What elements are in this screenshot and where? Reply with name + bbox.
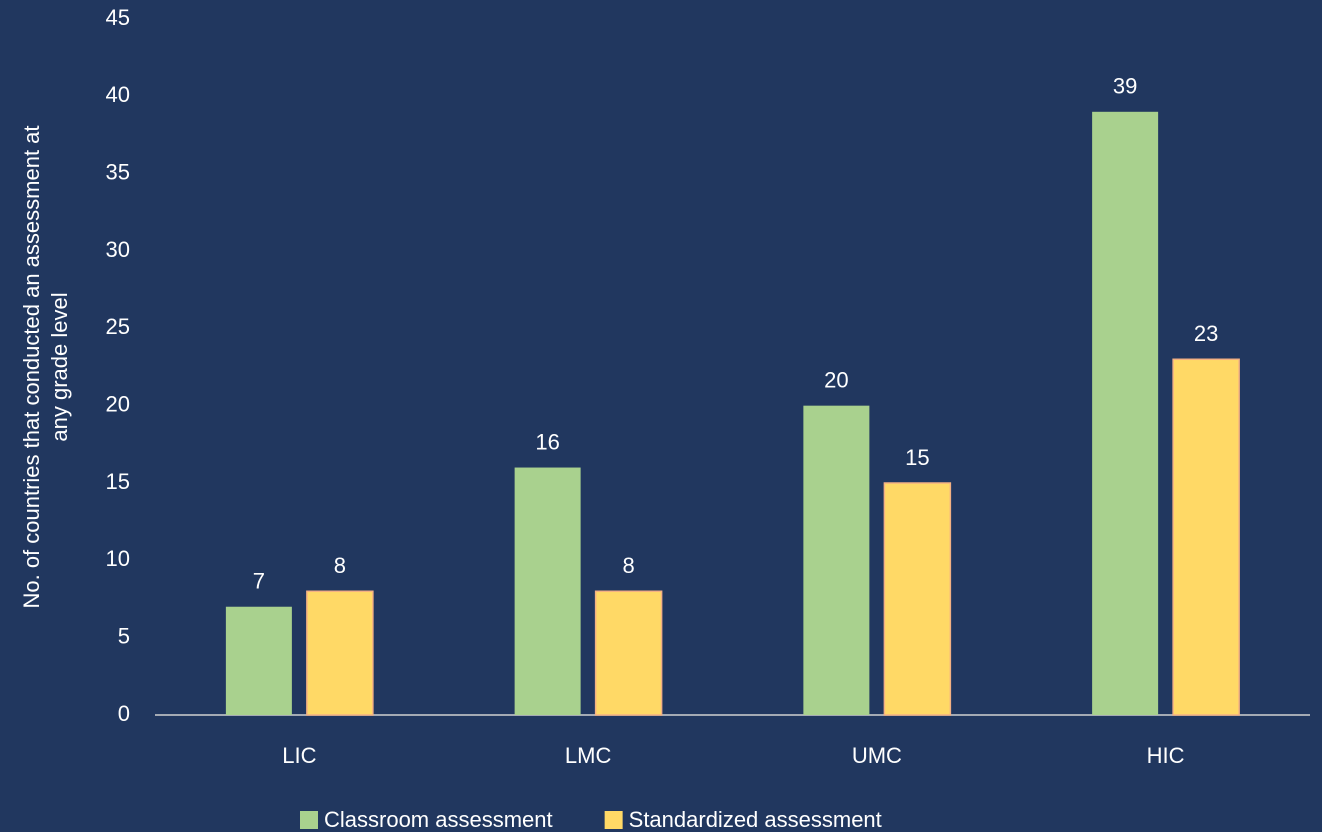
- legend-label: Standardized assessment: [629, 807, 882, 832]
- bar: [594, 590, 663, 716]
- y-axis-title-line: any grade level: [47, 292, 72, 441]
- legend-swatch: [604, 811, 623, 829]
- x-tick-label: LMC: [565, 743, 612, 768]
- bar: [514, 467, 581, 715]
- data-label: 15: [905, 445, 929, 470]
- y-tick-label: 20: [106, 391, 130, 416]
- y-tick-label: 30: [106, 237, 130, 262]
- bar: [803, 405, 870, 715]
- data-label: 23: [1194, 321, 1218, 346]
- y-tick-label: 0: [118, 701, 130, 726]
- x-tick-label: HIC: [1147, 743, 1185, 768]
- y-tick-label: 35: [106, 159, 130, 184]
- data-label: 39: [1113, 74, 1137, 99]
- x-tick-label: UMC: [852, 743, 902, 768]
- bar: [306, 590, 374, 716]
- y-axis-title: No. of countries that conducted an asses…: [19, 125, 72, 608]
- bar: [225, 606, 292, 715]
- legend-swatch: [300, 811, 318, 829]
- data-label: 7: [253, 569, 265, 594]
- bar: [1092, 111, 1159, 716]
- data-label: 20: [824, 367, 848, 392]
- y-tick-label: 25: [106, 314, 130, 339]
- x-tick-label: LIC: [282, 743, 316, 768]
- legend-label: Classroom assessment: [324, 807, 553, 832]
- y-tick-label: 10: [106, 546, 130, 571]
- bar: [883, 482, 952, 716]
- bar: [1172, 358, 1240, 716]
- data-label: 8: [334, 553, 346, 578]
- y-axis-title-line: No. of countries that conducted an asses…: [19, 125, 44, 608]
- data-label: 16: [535, 429, 559, 454]
- y-tick-label: 15: [106, 469, 130, 494]
- y-tick-label: 5: [118, 623, 130, 648]
- y-tick-label: 40: [106, 82, 130, 107]
- data-label: 8: [623, 553, 635, 578]
- y-tick-label: 45: [106, 5, 130, 30]
